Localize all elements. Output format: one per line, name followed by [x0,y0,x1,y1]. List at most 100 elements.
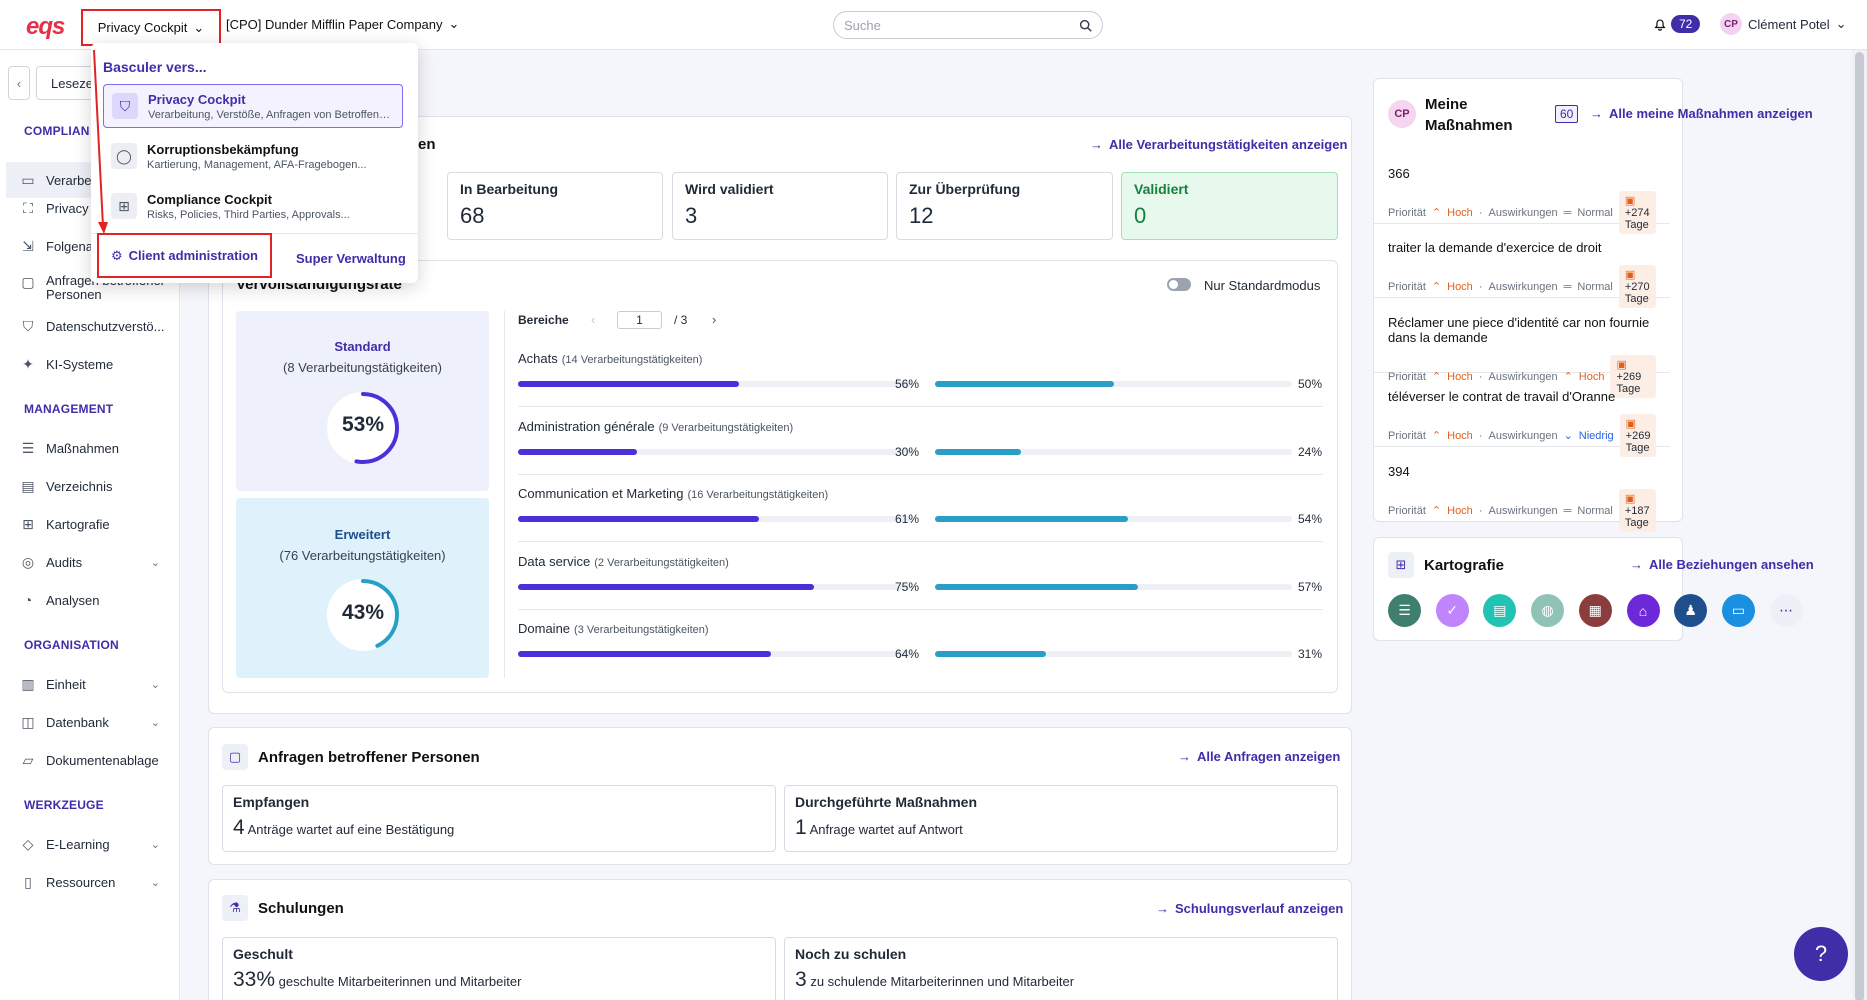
extended-percent: 24% [1298,444,1323,459]
top-bar: eqs Privacy Cockpit ⌄ [CPO] Dunder Miffl… [0,0,1867,50]
window-icon[interactable]: ▭ [1721,594,1755,627]
sidebar-item-ai[interactable]: ✦ KI-Systeme [20,356,113,372]
stat-review[interactable]: Zur Überprüfung 12 [896,172,1113,240]
impact-value: Niedrig [1578,429,1614,442]
notifications-button[interactable]: 72 [1653,15,1701,33]
all-processing-link[interactable]: → Alle Verarbeitungstätigkeiten anzeigen [1090,137,1347,152]
received-box[interactable]: Empfangen 4 Anträge wartet auf eine Best… [222,785,776,852]
shield-check-icon[interactable]: ✓ [1435,594,1469,627]
all-relations-link[interactable]: → Alle Beziehungen ansehen [1630,557,1814,572]
sidebar-item-privacy[interactable]: ⛶ Privacy [20,200,89,216]
scrollbar-thumb[interactable] [1855,52,1864,1000]
next-page-button[interactable]: › [712,312,717,327]
arrow-right-icon: → [1178,749,1191,764]
report-icon[interactable]: ▦ [1578,594,1612,627]
search-box[interactable] [833,11,1103,39]
list-icon[interactable]: ☰ [1388,594,1421,627]
all-my-measures-link[interactable]: → Alle meine Maßnahmen anzeigen [1590,106,1813,121]
search-icon[interactable] [1079,19,1092,32]
switch-compliance-cockpit[interactable]: ⊞ Compliance Cockpit Risks, Policies, Thi… [103,184,403,228]
list-icon: ☰ [21,439,35,456]
calendar-icon: ▣ [1624,195,1636,207]
impact-value: Normal [1577,206,1613,219]
stat-validating[interactable]: Wird validiert 3 [672,172,888,240]
section-organisation: ORGANISATION [24,638,119,652]
sidebar-item-documents[interactable]: ▱ Dokumentenablage [20,752,159,768]
map-icon: ⊞ [1388,552,1414,578]
priority-value: Hoch [1447,280,1473,293]
extended-percent: 54% [1298,512,1323,526]
prev-page-button[interactable]: ‹ [591,312,596,327]
scrollbar[interactable] [1852,50,1867,1000]
user-name: Clément Potel [1748,16,1830,32]
user-menu[interactable]: CP Clément Potel ⌄ [1720,13,1847,35]
task-item[interactable]: 394 Priorität ⌃ Hoch · Auswirkungen ═ No… [1374,448,1670,532]
sidebar-item-impact[interactable]: ⇲ Folgena [20,238,93,254]
extended-donut [327,579,399,651]
row-divider [518,541,1323,542]
sidebar-item-measures[interactable]: ☰ Maßnahmen [20,440,119,456]
collapse-sidebar-button[interactable]: ‹ [8,66,30,100]
page-input[interactable]: 1 [617,311,662,329]
help-chat-button[interactable]: ? [1794,927,1848,981]
task-item[interactable]: Réclamer une piece d'identité car non fo… [1374,299,1670,398]
standard-percent: 30% [895,444,920,459]
bank-icon[interactable]: ⌂ [1626,594,1660,627]
training-history-link[interactable]: → Schulungsverlauf anzeigen [1156,901,1343,916]
stat-value: 68 [460,203,485,228]
super-administration-button[interactable]: Super Verwaltung [296,251,406,266]
calendar-icon: ▣ [1624,493,1636,505]
switch-privacy-cockpit[interactable]: ⛉ Privacy Cockpit Verarbeitung, Verstöße,… [103,84,403,128]
stat-validated[interactable]: Validiert 0 [1121,172,1338,240]
sidebar-item-analyses[interactable]: ◔ Analysen [20,592,100,608]
sidebar-item-cartography[interactable]: ⊞ Kartografie [20,516,109,532]
calendar-icon: ▣ [1624,269,1636,281]
sidebar-item-database[interactable]: ◫ Datenbank ⌄ [20,714,160,730]
standard-mode-toggle[interactable] [1167,278,1191,291]
area-name: Domaine (3 Verarbeitungstätigkeiten) [518,621,709,636]
processing-title-fragment: en [418,136,436,153]
trained-box[interactable]: Geschult 33% geschulte Mitarbeiterinnen … [222,937,776,1000]
sidebar-item-resources[interactable]: ▯ Ressourcen ⌄ [20,874,160,890]
sidebar-item-elearning[interactable]: ◇ E-Learning ⌄ [20,836,160,852]
client-administration-button[interactable]: ⚙ Client administration [97,233,272,278]
eqs-logo[interactable]: eqs [26,13,65,40]
document-icon[interactable]: ▤ [1483,594,1517,627]
arrow-right-icon: → [1090,137,1103,152]
dot-separator: · [1478,429,1483,442]
impact-label: Auswirkungen [1488,206,1558,219]
task-title: 394 [1388,464,1410,479]
priority-label: Priorität [1388,504,1426,517]
sidebar-item-label: Maßnahmen [46,440,119,456]
task-item[interactable]: 366 Priorität ⌃ Hoch · Auswirkungen ═ No… [1374,150,1670,234]
to-train-box[interactable]: Noch zu schulen 3 zu schulende Mitarbeit… [784,937,1338,1000]
database-icon: ◫ [21,713,35,730]
more-icon[interactable]: ⋯ [1769,594,1803,627]
task-item[interactable]: téléverser le contrat de travail d'Orann… [1374,373,1670,457]
search-input[interactable] [844,17,1079,33]
all-requests-link[interactable]: → Alle Anfragen anzeigen [1178,749,1340,764]
standard-bar-track [518,448,913,455]
sidebar-item-breaches[interactable]: ⛉ Datenschutzverstö... [20,318,165,334]
bookmarks-button[interactable]: Leseze [36,66,96,100]
link-label: Alle Beziehungen ansehen [1649,557,1814,572]
task-item[interactable]: traiter la demande d'exercice de droit P… [1374,224,1670,308]
app-switcher-button[interactable]: Privacy Cockpit ⌄ [81,9,221,46]
standard-title: Standard [334,339,391,354]
priority-label: Priorität [1388,370,1426,383]
notifications-count: 72 [1671,15,1701,33]
chevron-down-icon: ⌄ [1835,16,1847,31]
database-icon[interactable]: ◍ [1531,594,1565,627]
priority-value: Hoch [1447,429,1473,442]
trainings-title: Schulungen [258,900,344,917]
done-box[interactable]: Durchgeführte Maßnahmen 1 Anfrage wartet… [784,785,1338,852]
switch-anti-corruption[interactable]: ◯ Korruptionsbekämpfung Kartierung, Manag… [103,134,403,178]
sidebar-item-audits[interactable]: ◎ Audits ⌄ [20,554,160,570]
chevron-down-icon: ⌄ [150,876,160,889]
sidebar-item-unit[interactable]: ▥ Einheit ⌄ [20,676,160,692]
company-selector[interactable]: [CPO] Dunder Mifflin Paper Company ⌄ [226,16,459,32]
sidebar-item-registry[interactable]: ▤ Verzeichnis [20,478,112,494]
section-compliance: COMPLIAN [24,124,90,138]
stat-in-progress[interactable]: In Bearbeitung 68 [447,172,663,240]
group-icon[interactable]: ♟ [1674,594,1708,627]
